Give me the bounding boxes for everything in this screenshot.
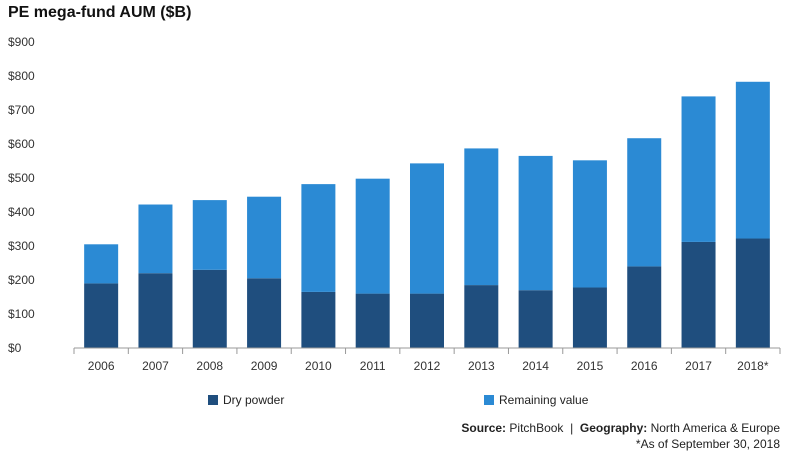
- bar-dry-powder: [627, 266, 662, 348]
- bar-dry-powder: [464, 285, 499, 348]
- bar-remaining-value: [735, 81, 770, 239]
- geography-value: North America & Europe: [650, 421, 780, 435]
- y-tick-label: $400: [8, 205, 35, 219]
- x-tick-label: 2010: [305, 359, 332, 373]
- bar-dry-powder: [192, 269, 227, 348]
- bar-remaining-value: [355, 178, 390, 294]
- bar-dry-powder: [355, 293, 390, 348]
- y-tick-label: $800: [8, 69, 35, 83]
- y-tick-label: $500: [8, 171, 35, 185]
- legend-swatch-remaining-value: [484, 395, 494, 405]
- bar-remaining-value: [410, 163, 444, 294]
- source-label: Source:: [461, 421, 507, 435]
- legend-item-remaining-value: Remaining value: [484, 393, 588, 407]
- bar-dry-powder: [247, 278, 282, 348]
- legend-swatch-dry-powder: [208, 395, 218, 405]
- x-tick-label: 2016: [631, 359, 658, 373]
- bar-remaining-value: [192, 200, 227, 270]
- bar-dry-powder: [301, 291, 336, 348]
- bar-remaining-value: [84, 244, 119, 284]
- y-tick-label: $100: [8, 307, 35, 321]
- bar-dry-powder: [410, 293, 444, 348]
- y-tick-label: $700: [8, 103, 35, 117]
- bar-dry-powder: [518, 290, 553, 348]
- bar-dry-powder: [84, 283, 119, 348]
- y-tick-label: $300: [8, 239, 35, 253]
- x-axis: 2006 2007 2008 2009 2010 2011 2012 2013 2014 2015…: [73, 347, 781, 373]
- bar-remaining-value: [518, 155, 553, 291]
- bar-remaining-value: [627, 138, 662, 267]
- source-line: Source: PitchBook | Geography: North Ame…: [461, 420, 780, 436]
- bar-remaining-value: [464, 148, 499, 286]
- x-tick-label: 2013: [468, 359, 495, 373]
- x-tick-label: 2006: [88, 359, 115, 373]
- x-tick-label: 2018*: [737, 359, 769, 373]
- bar-remaining-value: [681, 96, 716, 242]
- source-separator: |: [570, 421, 574, 435]
- legend-label-remaining-value: Remaining value: [499, 393, 589, 407]
- x-tick-label: 2017: [685, 359, 712, 373]
- x-tick-label: 2009: [251, 359, 278, 373]
- y-axis: $0 $100 $200 $300 $400 $500 $600 $700 $800 $900: [8, 35, 35, 355]
- source-value: PitchBook: [509, 421, 564, 435]
- bar-remaining-value: [572, 160, 607, 288]
- bar-dry-powder: [138, 273, 173, 348]
- bar-remaining-value: [301, 184, 336, 292]
- geography-label: Geography:: [579, 421, 648, 435]
- y-tick-label: $900: [8, 35, 35, 49]
- bar-remaining-value: [247, 196, 282, 279]
- x-tick-label: 2015: [577, 359, 604, 373]
- chart-title: PE mega-fund AUM ($B): [8, 4, 192, 21]
- x-tick-label: 2008: [196, 359, 223, 373]
- legend-label-dry-powder: Dry powder: [223, 393, 285, 407]
- y-tick-label: $600: [8, 137, 35, 151]
- bar-dry-powder: [681, 241, 716, 348]
- bars: [84, 81, 770, 348]
- bar-dry-powder: [572, 287, 607, 348]
- bar-remaining-value: [138, 204, 173, 274]
- bar-dry-powder: [735, 238, 770, 348]
- x-tick-label: 2014: [522, 359, 549, 373]
- x-tick-label: 2012: [414, 359, 441, 373]
- x-tick-label: 2011: [360, 359, 386, 373]
- y-tick-label: $0: [8, 341, 22, 355]
- footnote: *As of September 30, 2018: [635, 437, 780, 451]
- x-tick-label: 2007: [142, 359, 169, 373]
- y-tick-label: $200: [8, 273, 35, 287]
- source-note: Source: PitchBook | Geography: North Ame…: [461, 420, 780, 452]
- legend-item-dry-powder: Dry powder: [208, 393, 284, 407]
